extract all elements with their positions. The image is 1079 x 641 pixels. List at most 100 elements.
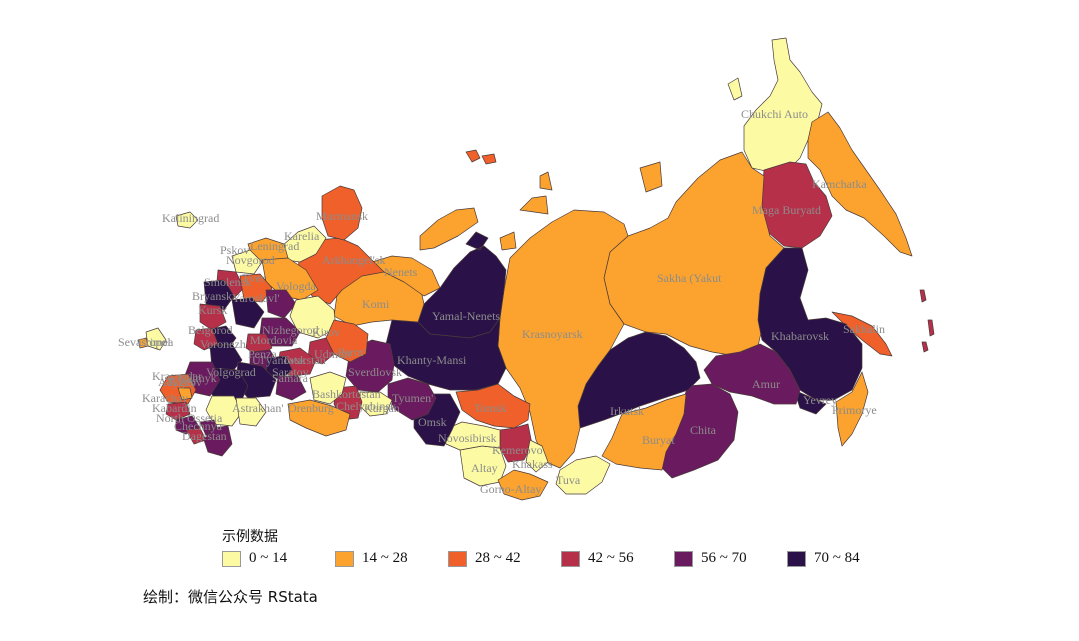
region-label: Khanty-Mansi: [397, 353, 467, 367]
region-label: Chita: [690, 423, 717, 437]
region-label: Kurgan: [364, 401, 400, 415]
region-label: North Ossetia: [156, 411, 223, 425]
region-label: Samara: [272, 371, 309, 385]
region-label: Chechnya: [174, 419, 223, 433]
legend-label: 14 ~ 28: [362, 550, 408, 566]
region-label: Murmansk: [316, 209, 368, 223]
region-krasnoyarsk: [497, 171, 629, 469]
region-nenets: [371, 207, 479, 297]
region-label: Leningrad: [250, 239, 299, 253]
region-label: Komi: [362, 297, 390, 311]
region-label: Yevrey: [803, 393, 837, 407]
region-label: Belgorod: [188, 323, 233, 337]
region-label: Krasnoyarsk: [522, 327, 583, 341]
region-label: Ul'yanovsk: [252, 353, 306, 367]
legend-item: 0 ~ 14: [222, 550, 335, 567]
region-murmansk: [321, 185, 363, 241]
caption: 绘制：微信公众号 RStata: [143, 588, 318, 606]
region-label: Chukchi Auto: [741, 107, 808, 121]
region-label: Perm': [338, 345, 366, 359]
region-label: Bryansk: [192, 289, 232, 303]
region-label: Buryat: [642, 433, 675, 447]
legend: 示例数据 0 ~ 14 14 ~ 28 28 ~ 42 42 ~ 56 56 ~ 70 7…: [222, 526, 900, 567]
region-tomsk: [455, 383, 531, 429]
region-label: Kamchatka: [812, 177, 867, 191]
legend-label: 28 ~ 42: [475, 550, 521, 566]
legend-swatch: [448, 550, 467, 567]
region-label: Astrakhan': [232, 401, 283, 415]
legend-swatch: [674, 550, 693, 567]
region-label: Altay: [471, 461, 498, 475]
legend-swatch: [222, 550, 241, 567]
legend-label: 70 ~ 84: [814, 550, 860, 566]
region-label: Karelia: [284, 229, 320, 243]
region-label: Tver: [242, 271, 265, 285]
region-label: Mordovia: [250, 333, 298, 347]
region-label: Orenburg: [288, 401, 334, 415]
region-novosibirsk: [443, 421, 501, 451]
region-adygey: [177, 387, 193, 401]
region-label: Volgograd: [206, 365, 256, 379]
region-smolensk: [203, 279, 235, 311]
region-label: Khabarovsk: [771, 329, 829, 343]
region-bryansk: [199, 303, 227, 331]
region-samara: [275, 375, 307, 401]
region-label: Yaroslavl': [232, 291, 280, 305]
region-label: Nenets: [384, 265, 418, 279]
legend-item: 42 ~ 56: [561, 550, 674, 567]
region-label: Kursk: [198, 303, 227, 317]
region-astrakhan: [235, 397, 267, 427]
region-label: Penza: [248, 347, 277, 361]
region-label: Kabardin: [152, 401, 197, 415]
region-label: Yamal-Nenets: [432, 309, 500, 323]
region-yaroslavl: [265, 289, 297, 319]
region-label: Arkhangel'sk: [322, 253, 385, 267]
region-gorno-altay: [497, 469, 549, 501]
region-khanty: [385, 317, 507, 391]
region-label: Gorno-Altay: [480, 482, 541, 496]
region-label: Dagestan: [182, 429, 227, 443]
region-sevastopol: [137, 337, 149, 349]
region-label: Khakass: [512, 457, 553, 471]
region-label: Omsk: [418, 415, 447, 429]
region-label: Rostov: [168, 375, 202, 389]
region-label: Tomsk: [474, 401, 507, 415]
region-label: Kemerovo: [492, 443, 543, 457]
region-label: Adygey: [158, 375, 196, 389]
legend-label: 42 ~ 56: [588, 550, 634, 566]
legend-swatch: [561, 550, 580, 567]
legend-items: 0 ~ 14 14 ~ 28 28 ~ 42 42 ~ 56 56 ~ 70 70 ~ 8…: [222, 550, 900, 567]
region-label: Vologda: [276, 279, 316, 293]
region-label: Primorye: [832, 403, 877, 417]
region-label: Saratov: [272, 365, 309, 379]
region-label: Chelyabinsk: [336, 399, 396, 413]
region-yevrey: [793, 389, 827, 415]
region-label: Sakha (Yakut: [657, 271, 722, 285]
region-label: Pskov: [220, 243, 249, 257]
region-label: Tuva: [556, 473, 581, 487]
region-label: Crimea: [138, 335, 174, 349]
region-karachay: [165, 401, 191, 421]
region-arctic-islands: [465, 149, 497, 165]
region-bashkortostan: [309, 371, 347, 405]
legend-item: 56 ~ 70: [674, 550, 787, 567]
region-sakha: [603, 151, 785, 357]
legend-swatch: [787, 550, 806, 567]
region-label: Tatarstan: [282, 353, 326, 367]
region-kaliningrad: [175, 211, 199, 229]
region-label: Kaliningrad: [162, 211, 219, 225]
legend-swatch: [335, 550, 354, 567]
legend-item: 28 ~ 42: [448, 550, 561, 567]
region-primorye: [835, 371, 869, 447]
region-label: Nizhegorod: [262, 323, 319, 337]
region-kalmyk: [205, 395, 243, 427]
region-label: Karachay: [142, 391, 188, 405]
region-kirov: [289, 295, 337, 339]
legend-label: 56 ~ 70: [701, 550, 747, 566]
region-novgorod: [231, 249, 263, 275]
region-label: Krasnodar: [152, 369, 202, 383]
region-label: Amur: [752, 377, 780, 391]
region-label: Sverdlovsk: [348, 365, 402, 379]
region-label: Udmurt: [314, 347, 352, 361]
